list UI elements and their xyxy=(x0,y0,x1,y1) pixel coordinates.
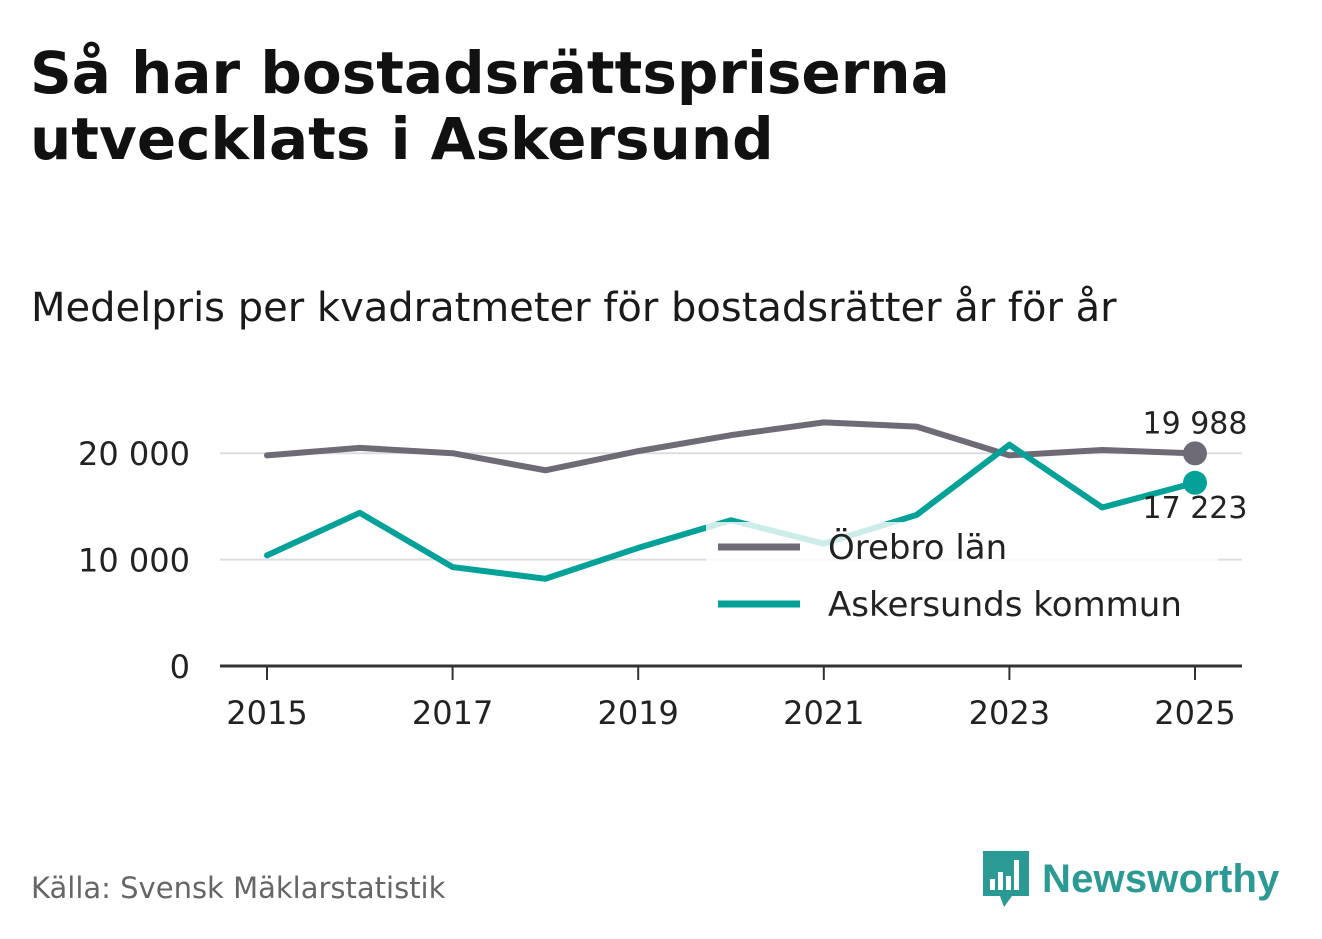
legend-label-askersund: Askersunds kommun xyxy=(828,585,1182,625)
x-tick-label: 2021 xyxy=(783,694,864,732)
series-line-orebro xyxy=(264,419,1198,474)
end-point-askersund xyxy=(1183,470,1207,495)
y-tick-label: 20 000 xyxy=(78,435,190,473)
brand-name: Newsworthy xyxy=(1042,856,1280,901)
x-tick-label: 2023 xyxy=(969,694,1050,732)
series-line-askersund xyxy=(264,441,1198,582)
legend-label-orebro: Örebro län xyxy=(828,527,1007,568)
end-label-orebro: 19 988 xyxy=(1143,406,1248,441)
legend-background xyxy=(706,522,1218,634)
chart-title: Så har bostadsrättspriserna utvecklats i… xyxy=(30,39,950,173)
x-tick-label: 2017 xyxy=(412,694,493,732)
y-tick-label: 10 000 xyxy=(78,542,190,580)
x-tick-label: 2025 xyxy=(1154,694,1235,732)
chart-subtitle: Medelpris per kvadratmeter för bostadsrä… xyxy=(31,285,1117,331)
newsworthy-logo: Newsworthy xyxy=(980,848,1280,910)
end-label-askersund: 17 223 xyxy=(1143,491,1248,526)
source-note: Källa: Svensk Mäklarstatistik xyxy=(31,871,446,905)
x-tick-label: 2015 xyxy=(226,694,307,732)
newsworthy-icon xyxy=(983,851,1029,907)
x-tick-label: 2019 xyxy=(597,694,678,732)
y-tick-label: 0 xyxy=(170,648,190,686)
end-point-orebro xyxy=(1183,441,1207,466)
